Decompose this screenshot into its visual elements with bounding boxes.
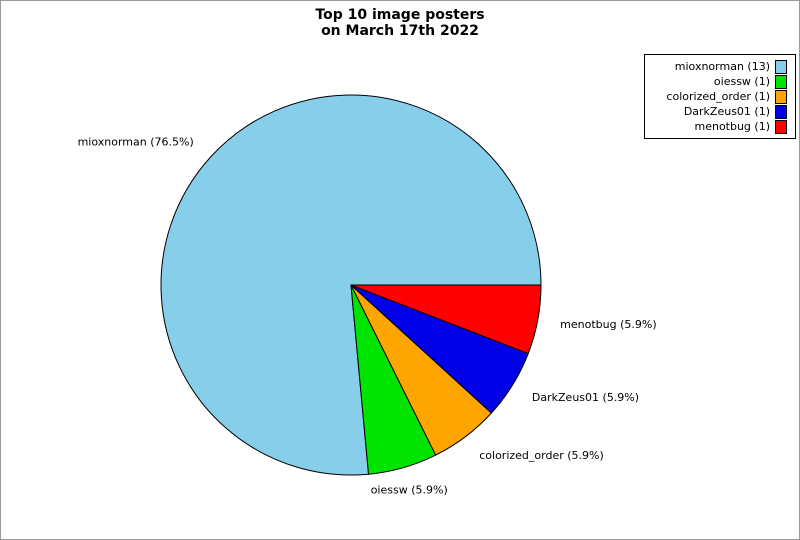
legend-label-menotbug: menotbug (1) [694, 120, 770, 133]
legend-color-swatch-colorized_order [775, 89, 787, 104]
pie-label-menotbug: menotbug (5.9%) [560, 318, 656, 331]
legend-item-menotbug: menotbug (1) [649, 119, 787, 134]
legend: mioxnorman (13) oiessw (1) colorized_order… [644, 54, 796, 139]
pie-label-mioxnorman: mioxnorman (76.5%) [78, 136, 194, 149]
chart-title-line2: on March 17th 2022 [321, 23, 479, 39]
pie-label-DarkZeus01: DarkZeus01 (5.9%) [532, 391, 639, 404]
pie-label-oiessw: oiessw (5.9%) [371, 484, 448, 497]
legend-label-oiessw: oiessw (1) [713, 75, 770, 88]
legend-label-DarkZeus01: DarkZeus01 (1) [683, 105, 770, 118]
chart-title-line1: Top 10 image posters [315, 7, 485, 23]
pie-label-colorized_order: colorized_order (5.9%) [479, 449, 604, 462]
legend-color-swatch-oiessw [775, 74, 787, 89]
legend-color-swatch-DarkZeus01 [775, 104, 787, 119]
pie-slice-menotbug [350, 284, 542, 355]
legend-item-mioxnorman: mioxnorman (13) [649, 59, 787, 74]
legend-label-mioxnorman: mioxnorman (13) [674, 60, 770, 73]
chart-title: Top 10 image posters on March 17th 2022 [1, 7, 799, 39]
legend-color-swatch-menotbug [775, 119, 787, 134]
legend-item-DarkZeus01: DarkZeus01 (1) [649, 104, 787, 119]
legend-label-colorized_order: colorized_order (1) [666, 90, 770, 103]
legend-item-oiessw: oiessw (1) [649, 74, 787, 89]
legend-item-colorized_order: colorized_order (1) [649, 89, 787, 104]
legend-color-swatch-mioxnorman [775, 59, 787, 74]
